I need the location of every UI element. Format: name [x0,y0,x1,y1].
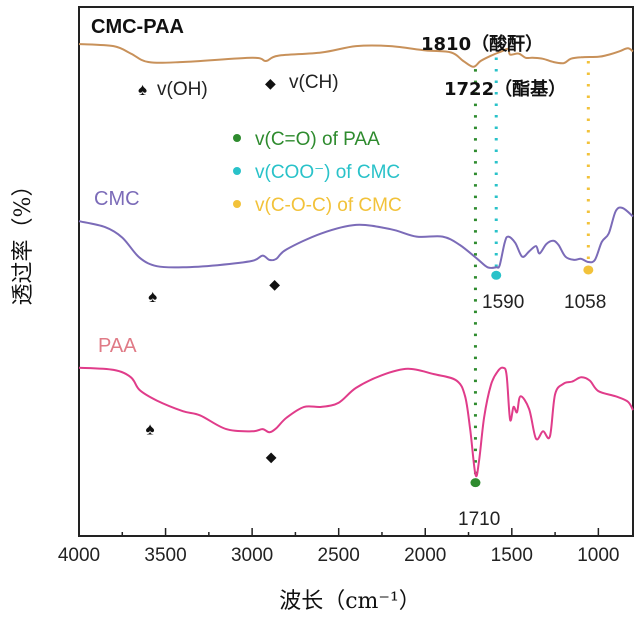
spectra [78,43,634,478]
x-tick-label: 3500 [144,545,186,566]
x-tick-label: 1500 [491,545,533,566]
spade-icon: ♠ [145,419,154,438]
legend-dot-c-o [233,134,241,142]
marker-dot-1058 [583,265,594,275]
annotation-1722: 1722（酯基） [444,78,566,100]
peak-label-1590: 1590 [482,292,524,313]
legend-dot-c-o-c [233,200,241,208]
spade-icon: ♠ [138,80,147,99]
x-axis-ticks: 4000 3500 3000 2500 2000 1500 1000 [58,528,620,566]
series-label-cmc-paa: CMC-PAA [91,16,184,38]
legend-label-c-o: v(C=O) of PAA [255,129,380,150]
peak-label-1710: 1710 [458,509,500,530]
y-axis-title: 透过率（%） [11,175,36,306]
vertical-markers [470,57,594,488]
x-tick-label: 2000 [404,545,446,566]
x-axis-title: 波长（cm⁻¹） [279,589,421,614]
marker-dot-1710 [470,478,481,488]
spectrum-paa [78,366,634,478]
x-tick-label: 2500 [318,545,360,566]
legend: v(C=O) of PAA v(COO⁻) of CMC v(C-O-C) of… [233,129,402,216]
diamond-icon: ◆ [266,448,277,464]
spectrum-cmc-paa [78,43,634,68]
peak-label-1058: 1058 [564,292,606,313]
annotation-1810: 1810（酸酐） [421,33,543,55]
symbol-key-ch: v(CH) [289,72,339,93]
spade-icon: ♠ [148,287,157,306]
symbol-key-oh: v(OH) [157,79,208,100]
marker-dot-1590 [491,270,502,280]
legend-dot-coo [233,167,241,175]
diamond-icon: ◆ [269,276,280,292]
x-tick-label: 3000 [231,545,273,566]
band-symbols: ♠ ◆ ♠ ◆ [145,276,280,464]
x-tick-label: 4000 [58,545,100,566]
legend-label-c-o-c: v(C-O-C) of CMC [255,195,402,216]
legend-label-coo: v(COO⁻) of CMC [255,162,400,183]
series-label-paa: PAA [98,335,137,357]
series-label-cmc: CMC [94,188,140,210]
spectrum-cmc [78,206,634,269]
diamond-icon: ◆ [265,75,276,91]
plot-frame [78,6,634,537]
x-tick-label: 1000 [577,545,619,566]
